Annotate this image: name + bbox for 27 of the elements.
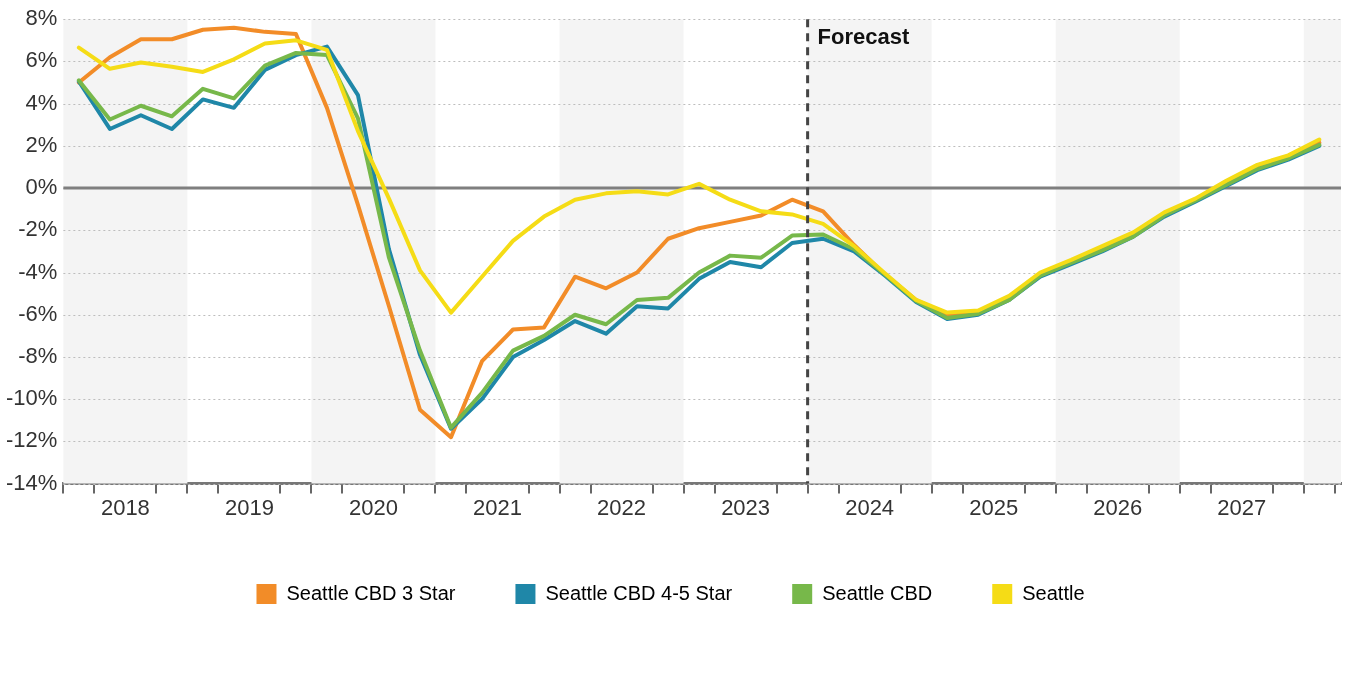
y-tick-label: 4% <box>25 89 58 115</box>
legend-label: Seattle CBD <box>822 581 933 604</box>
x-tick-label: 2024 <box>845 494 895 520</box>
y-tick-label: -12% <box>6 427 58 453</box>
legend-label: Seattle CBD 3 Star <box>286 581 456 604</box>
y-tick-label: 6% <box>25 47 58 73</box>
y-tick-label: 8% <box>25 5 58 31</box>
y-tick-label: -14% <box>6 469 58 495</box>
y-tick-label: 0% <box>25 174 58 200</box>
x-tick-label: 2018 <box>100 494 150 520</box>
ref-line-label: Forecast <box>817 24 910 50</box>
legend-label: Seattle CBD 4-5 Star <box>545 581 733 604</box>
x-tick-label: 2025 <box>969 494 1019 520</box>
y-tick-label: -2% <box>18 216 58 242</box>
x-tick-label: 2027 <box>1217 494 1267 520</box>
x-tick-label: 2022 <box>597 494 647 520</box>
x-tick-label: 2020 <box>348 494 398 520</box>
x-tick-label: 2023 <box>721 494 771 520</box>
y-tick-label: -6% <box>18 300 58 326</box>
x-tick-label: 2019 <box>224 494 274 520</box>
legend-label: Seattle <box>1022 581 1085 604</box>
y-tick-label: 2% <box>25 131 58 157</box>
y-tick-label: -4% <box>18 258 58 284</box>
y-tick-label: -10% <box>6 385 58 411</box>
x-tick-label: 2026 <box>1093 494 1143 520</box>
x-tick-label: 2021 <box>473 494 522 520</box>
y-tick-label: -8% <box>18 343 58 369</box>
